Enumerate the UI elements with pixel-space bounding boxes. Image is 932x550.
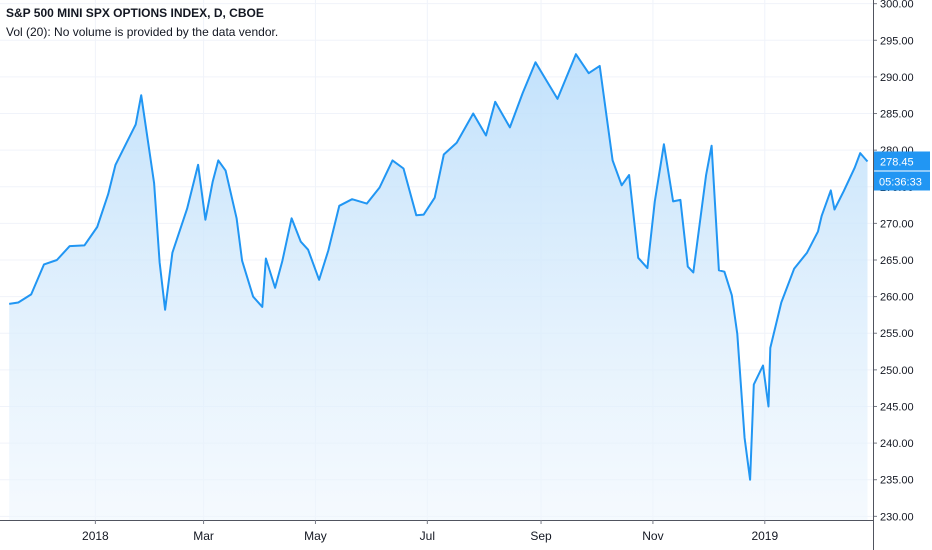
y-tick-label: 235.00 bbox=[880, 475, 914, 487]
y-tick-label: 300.00 bbox=[880, 0, 914, 11]
chart-title: S&P 500 MINI SPX OPTIONS INDEX, D, CBOE bbox=[6, 6, 264, 20]
y-tick-label: 285.00 bbox=[880, 109, 914, 121]
countdown-badge bbox=[874, 171, 930, 191]
x-tick-label: 2019 bbox=[751, 529, 778, 543]
y-tick-label: 295.00 bbox=[880, 35, 914, 47]
last-value-badges: 278.45 05:36:33 bbox=[874, 151, 930, 191]
countdown-label: 05:36:33 bbox=[879, 176, 922, 188]
chart-header: S&P 500 MINI SPX OPTIONS INDEX, D, CBOE … bbox=[6, 6, 278, 39]
x-tick-label: 2018 bbox=[82, 529, 109, 543]
x-tick-label: Nov bbox=[642, 529, 663, 543]
y-tick-label: 260.00 bbox=[880, 292, 914, 304]
y-tick-label: 270.00 bbox=[880, 218, 914, 230]
volume-note: Vol (20): No volume is provided by the d… bbox=[6, 25, 279, 39]
y-tick-label: 255.00 bbox=[880, 328, 914, 340]
y-tick-label: 265.00 bbox=[880, 255, 914, 267]
series-area bbox=[9, 54, 868, 520]
y-tick-label: 250.00 bbox=[880, 365, 914, 377]
x-tick-label: May bbox=[304, 529, 327, 543]
x-tick-label: Mar bbox=[193, 529, 214, 543]
y-tick-label: 240.00 bbox=[880, 438, 914, 450]
y-tick-label: 230.00 bbox=[880, 511, 914, 523]
x-tick-label: Jul bbox=[420, 529, 435, 543]
y-tick-label: 290.00 bbox=[880, 72, 914, 84]
last-value-label: 278.45 bbox=[880, 156, 914, 168]
series-line bbox=[9, 53, 869, 481]
x-tick-label: Sep bbox=[530, 529, 552, 543]
y-tick-label: 245.00 bbox=[880, 401, 914, 413]
last-value-badge bbox=[874, 151, 930, 171]
